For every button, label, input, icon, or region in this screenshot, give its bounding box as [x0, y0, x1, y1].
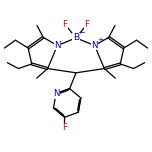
Text: −: −	[78, 28, 85, 37]
Text: F: F	[85, 20, 90, 29]
Text: B: B	[73, 33, 79, 42]
Text: N: N	[53, 89, 59, 98]
Text: +: +	[97, 37, 103, 43]
Text: F: F	[62, 20, 67, 29]
Text: F: F	[62, 123, 67, 132]
Text: N: N	[54, 41, 61, 50]
Text: N: N	[91, 41, 98, 50]
